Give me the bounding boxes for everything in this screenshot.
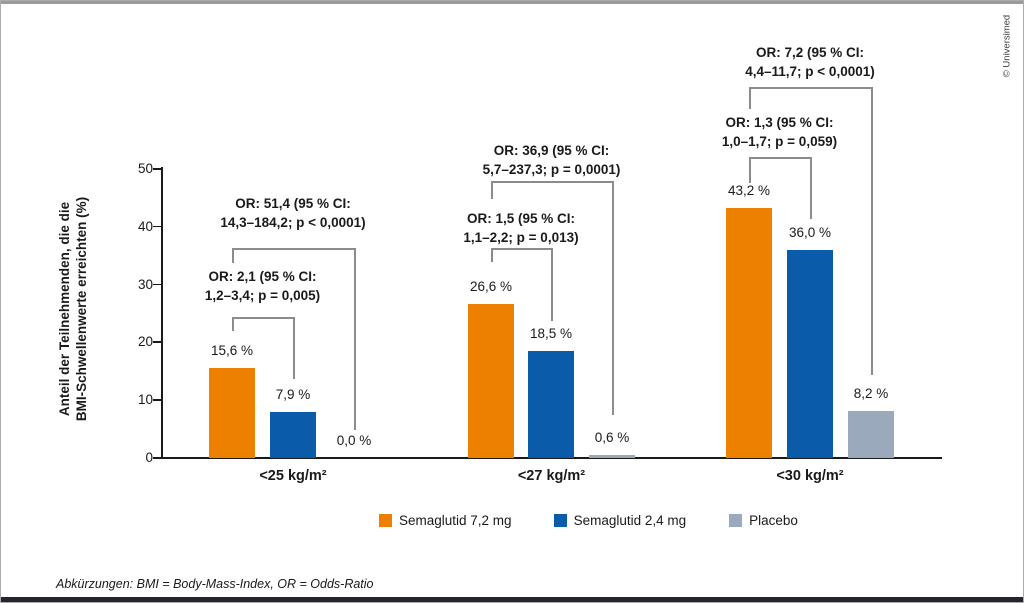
or-annotation: OR: 7,2 (95 % CI: 4,4–11,7; p < 0,0001) (680, 43, 940, 81)
bar-value-label: 43,2 % (727, 183, 771, 198)
x-category-label: <25 kg/m² (259, 468, 327, 484)
or-annotation-line: 1,1–2,2; p = 0,013) (463, 230, 579, 245)
legend-item-semaglutid-2-4: Semaglutid 2,4 mg (553, 513, 687, 528)
bracket-left-leg (491, 181, 493, 199)
x-category-label: <27 kg/m² (517, 468, 586, 484)
or-annotation-line: OR: 7,2 (95 % CI: (755, 45, 865, 60)
legend-item-placebo: Placebo (729, 513, 798, 528)
legend-swatch-semaglutid-7-2-icon (379, 514, 392, 527)
y-tick-label: 40 (137, 218, 153, 234)
bracket-right-leg (612, 181, 614, 415)
legend-label-semaglutid-7-2: Semaglutid 7,2 mg (399, 513, 512, 528)
or-annotation-line: OR: 51,4 (95 % CI: (235, 196, 351, 211)
y-axis-label-line2: BMI-Schwellenwerte erreichten (%) (74, 196, 89, 422)
bracket-left-leg (749, 157, 751, 183)
bar-series1-group0 (270, 412, 316, 458)
y-tick-label: 30 (137, 276, 153, 292)
or-annotation-line: 4,4–11,7; p < 0,0001) (745, 64, 875, 79)
or-annotation-line: 1,0–1,7; p = 0,059) (721, 134, 838, 149)
legend-label-semaglutid-2-4: Semaglutid 2,4 mg (573, 513, 687, 528)
bar-series2-group2 (848, 411, 894, 458)
abbreviations-note: Abkürzungen: BMI = Body-Mass-Index, OR =… (56, 577, 374, 591)
bar-value-label: 26,6 % (469, 279, 513, 294)
or-annotation: OR: 36,9 (95 % CI: 5,7–237,3; p = 0,0001) (422, 141, 682, 179)
bracket-left-leg (232, 248, 234, 263)
legend: Semaglutid 7,2 mg Semaglutid 2,4 mg Plac… (379, 513, 798, 528)
bar-series0-group2 (726, 208, 772, 458)
x-category-label: <30 kg/m² (776, 468, 844, 484)
or-annotation-line: OR: 1,3 (95 % CI: (725, 115, 834, 130)
bracket-top-bar (491, 181, 612, 183)
bracket-right-leg (551, 248, 553, 321)
bar-series0-group1 (468, 304, 514, 458)
bottom-rule (1, 597, 1023, 602)
bar-value-label: 0,6 % (594, 430, 630, 445)
y-tick-mark (153, 225, 162, 228)
y-tick-label: 0 (145, 450, 153, 465)
legend-item-semaglutid-7-2: Semaglutid 7,2 mg (379, 513, 512, 528)
bar-value-label: 0,0 % (336, 433, 372, 448)
bar-value-label: 18,5 % (529, 326, 573, 341)
or-annotation-line: OR: 2,1 (95 % CI: (208, 269, 317, 284)
y-tick-label: 50 (137, 161, 153, 176)
publisher-credit: © Universimed (1001, 14, 1013, 78)
bracket-right-leg (293, 317, 295, 379)
or-annotation-line: OR: 1,5 (95 % CI: (466, 211, 576, 226)
y-tick-mark (153, 283, 162, 286)
or-annotation-line: 5,7–237,3; p = 0,0001) (482, 162, 621, 177)
bracket-left-leg (749, 87, 751, 109)
bracket-top-bar (491, 248, 551, 250)
or-annotation-line: 1,2–3,4; p = 0,005) (204, 288, 321, 303)
or-annotation: OR: 1,3 (95 % CI: 1,0–1,7; p = 0,059) (650, 113, 910, 151)
legend-swatch-semaglutid-2-4-icon (553, 514, 567, 527)
y-tick-mark (153, 168, 162, 170)
x-axis-line (161, 457, 942, 459)
bracket-right-leg (810, 157, 812, 219)
bar-series0-group0 (209, 368, 255, 458)
y-axis-label: Anteil der Teilnehmenden, die die BMI-Sc… (56, 197, 90, 421)
y-tick-mark (153, 457, 162, 459)
bar-value-label: 8,2 % (853, 386, 889, 401)
bracket-right-leg (871, 87, 873, 375)
y-axis-line (161, 167, 163, 459)
bar-value-label: 7,9 % (275, 387, 311, 402)
or-annotation: OR: 2,1 (95 % CI: 1,2–3,4; p = 0,005) (133, 267, 393, 305)
bar-series2-group1 (589, 455, 635, 458)
bracket-top-bar (232, 248, 354, 250)
bracket-right-leg (354, 248, 356, 430)
legend-label-placebo: Placebo (749, 513, 798, 528)
y-tick-label: 10 (137, 392, 153, 408)
or-annotation-line: OR: 36,9 (95 % CI: (493, 143, 610, 158)
legend-swatch-placebo-icon (729, 514, 743, 527)
y-tick-mark (153, 341, 162, 343)
top-rule (1, 1, 1023, 4)
bracket-top-bar (749, 87, 871, 89)
bracket-left-leg (232, 317, 234, 331)
y-axis-label-line1: Anteil der Teilnehmenden, die die (57, 201, 72, 417)
or-annotation-line: 14,3–184,2; p < 0,0001) (220, 215, 366, 230)
bracket-left-leg (491, 248, 493, 262)
bar-series1-group1 (528, 351, 574, 458)
bar-series1-group2 (787, 250, 833, 458)
or-annotation: OR: 51,4 (95 % CI: 14,3–184,2; p < 0,0001… (163, 194, 423, 232)
y-tick-label: 20 (137, 334, 153, 350)
bracket-top-bar (749, 157, 810, 159)
bar-value-label: 36,0 % (788, 225, 832, 240)
or-annotation: OR: 1,5 (95 % CI: 1,1–2,2; p = 0,013) (391, 209, 651, 247)
bar-value-label: 15,6 % (210, 343, 254, 358)
y-tick-mark (153, 399, 162, 401)
bracket-top-bar (232, 317, 293, 319)
